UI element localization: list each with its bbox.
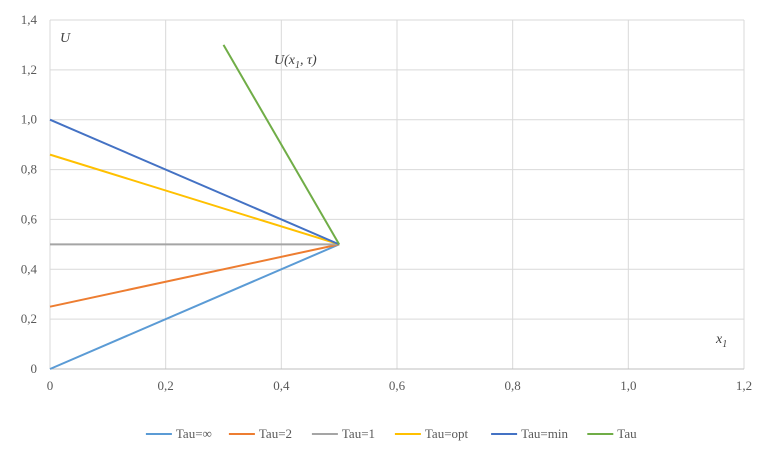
axis-labels: Ux1 U(x1, τ) [60, 31, 727, 350]
grid [50, 19, 745, 369]
legend-item: Tau=∞ [145, 426, 212, 441]
series-line [49, 243, 340, 308]
axes [49, 20, 744, 370]
y-tick-label: 0,8 [21, 162, 37, 177]
x-tick-label: 0,8 [505, 378, 521, 393]
legend: Tau=∞ Tau=2 Tau=1 Tau=opt Tau=min Tau [145, 426, 637, 441]
legend-item: Tau=2 [228, 426, 292, 441]
y-tick-label: 1,2 [21, 62, 37, 77]
series-line [49, 153, 340, 246]
x-tick-label: 0 [47, 378, 54, 393]
x-tick-label: 1,2 [736, 378, 752, 393]
tick-labels: 0 0,2 0,4 0,6 0,8 1,0 1,2 0 0,2 0,4 0,6 0,8 1,0 1,2 1,… [21, 12, 752, 393]
legend-item: Tau=1 [311, 426, 375, 441]
legend-item: Tau=opt [394, 426, 469, 441]
legend-item: Tau [587, 426, 637, 441]
x-tick-label: 1,0 [620, 378, 636, 393]
legend-label: Tau=1 [342, 426, 375, 441]
y-tick-label: 0 [31, 361, 38, 376]
y-tick-label: 1,4 [21, 12, 38, 27]
x-axis-label: x1 [715, 332, 727, 350]
series-line [49, 118, 340, 246]
legend-item: Tau=min [491, 426, 568, 441]
series-line [49, 243, 340, 370]
y-tick-label: 1,0 [21, 112, 37, 127]
legend-label: Tau=min [521, 426, 568, 441]
curve-annotation: U(x1, τ) [274, 53, 317, 71]
series-line [222, 44, 341, 245]
y-tick-label: 0,6 [21, 211, 38, 226]
y-tick-label: 0,2 [21, 311, 37, 326]
legend-label: Tau=2 [259, 426, 292, 441]
legend-label: Tau=∞ [176, 426, 212, 441]
x-tick-label: 0,6 [389, 378, 406, 393]
x-tick-label: 0,4 [273, 378, 290, 393]
legend-label: Tau [617, 426, 637, 441]
x-tick-label: 0,2 [158, 378, 174, 393]
legend-label: Tau=opt [425, 426, 469, 441]
y-tick-label: 0,4 [21, 261, 38, 276]
series-lines [49, 44, 341, 370]
y-axis-label: U [60, 31, 71, 46]
